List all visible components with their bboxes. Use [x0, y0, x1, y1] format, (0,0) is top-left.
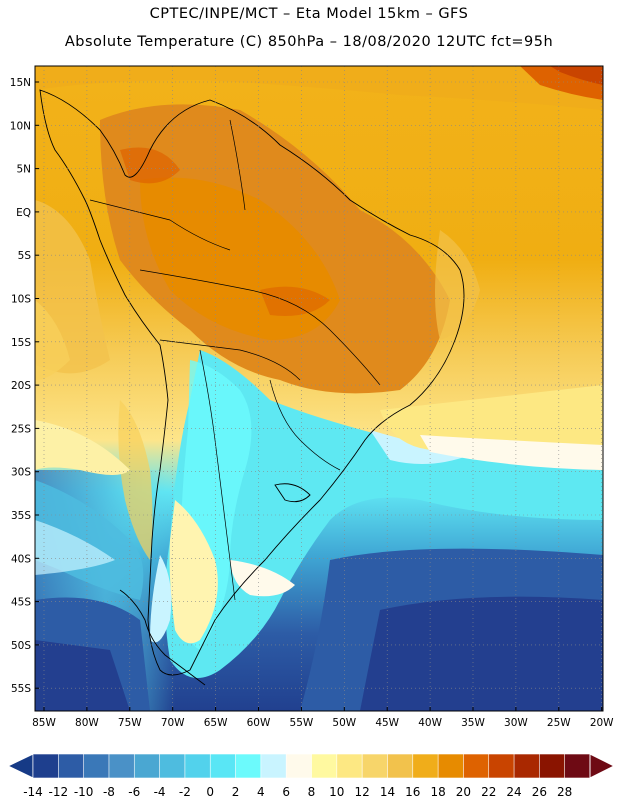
- colorbar-swatch: [58, 753, 85, 779]
- colorbar-swatch: [260, 753, 287, 779]
- lon-label: 70W: [161, 717, 185, 729]
- lat-label: 35S: [11, 510, 31, 522]
- colorbar: [6, 753, 616, 779]
- colorbar-label: 6: [282, 785, 290, 799]
- colorbar-arrow-low: [6, 753, 34, 779]
- colorbar-label: 20: [456, 785, 471, 799]
- colorbar-swatch: [133, 753, 161, 779]
- colorbar-swatch: [184, 753, 211, 779]
- lon-label: 80W: [75, 717, 99, 729]
- coastlines: [39, 89, 465, 686]
- colorbar-swatch: [488, 753, 515, 779]
- colorbar-swatch: [513, 753, 540, 779]
- colorbar-label: 0: [206, 785, 214, 799]
- colorbar-label: 24: [506, 785, 521, 799]
- longitude-labels: 85W 80W 75W 70W 65W 60W 55W 50W 45W 40W 35W 30W 25W 2…: [32, 707, 614, 729]
- colorbar-label: 22: [481, 785, 496, 799]
- lat-label: 55S: [11, 683, 31, 695]
- colorbar-label: 8: [308, 785, 316, 799]
- lon-label: 65W: [204, 717, 228, 729]
- lon-label: 85W: [32, 717, 56, 729]
- lat-label: 15N: [10, 77, 31, 89]
- colorbar-label: -10: [74, 785, 94, 799]
- colorbar-label: 4: [257, 785, 265, 799]
- colorbar-swatch: [108, 753, 135, 779]
- colorbar-arrow-high: [589, 753, 616, 779]
- lon-label: 75W: [118, 717, 142, 729]
- lat-lon-grid: [35, 66, 603, 711]
- colorbar-swatch: [209, 753, 237, 779]
- colorbar-swatch: [285, 753, 313, 779]
- lon-label: 55W: [290, 717, 314, 729]
- colorbar-label: 2: [232, 785, 240, 799]
- colorbar-swatch: [564, 753, 591, 779]
- lon-label: 45W: [375, 717, 399, 729]
- colorbar-label: -12: [49, 785, 69, 799]
- lat-label: 50S: [11, 640, 31, 652]
- colorbar-label: 28: [557, 785, 572, 799]
- colorbar-label: -4: [154, 785, 166, 799]
- colorbar-swatch: [463, 753, 490, 779]
- colorbar-label: -6: [128, 785, 140, 799]
- lat-label: EQ: [16, 207, 31, 219]
- colorbar-swatch: [235, 753, 262, 779]
- lat-label: 10N: [10, 120, 31, 132]
- colorbar-label: -8: [103, 785, 115, 799]
- country-borders: [89, 119, 381, 601]
- colorbar-swatch: [412, 753, 439, 779]
- temperature-regions: [35, 66, 603, 711]
- lat-label: 20S: [11, 380, 31, 392]
- colorbar-label: -2: [179, 785, 191, 799]
- colorbar-label: 26: [532, 785, 547, 799]
- colorbar-swatch: [539, 753, 566, 779]
- lon-label: 30W: [504, 717, 528, 729]
- chart-title: CPTEC/INPE/MCT – Eta Model 15km – GFS: [149, 6, 469, 22]
- colorbar-label: 16: [405, 785, 420, 799]
- colorbar-swatch: [83, 753, 110, 779]
- colorbar-swatch: [336, 753, 363, 779]
- lon-label: 20W: [590, 717, 614, 729]
- chart-subtitle: Absolute Temperature (C) 850hPa – 18/08/…: [64, 34, 554, 50]
- lat-label: 40S: [11, 553, 31, 565]
- colorbar-label: 12: [354, 785, 369, 799]
- lat-label: 10S: [11, 294, 31, 306]
- lat-label: 45S: [11, 597, 31, 609]
- colorbar-swatch: [32, 753, 59, 779]
- lat-label: 5N: [16, 164, 31, 176]
- lon-label: 40W: [418, 717, 442, 729]
- colorbar-swatch: [311, 753, 338, 779]
- colorbar-swatch: [437, 753, 465, 779]
- colorbar-swatch: [361, 753, 389, 779]
- colorbar-label: 10: [329, 785, 344, 799]
- lat-label: 15S: [11, 337, 31, 349]
- colorbar-label: 14: [380, 785, 395, 799]
- lat-label: 25S: [11, 423, 31, 435]
- plot-frame: [34, 65, 604, 712]
- colorbar-labels: -14 -12 -10 -8 -6 -4 -2 0 2 4 6 8 10 12 14 16 18 20 22 24 26…: [23, 785, 572, 799]
- colorbar-swatch: [159, 753, 186, 779]
- lon-label: 35W: [461, 717, 485, 729]
- lon-label: 50W: [332, 717, 356, 729]
- lat-label: 30S: [11, 467, 31, 479]
- lat-label: 5S: [18, 250, 32, 262]
- lon-label: 25W: [547, 717, 571, 729]
- colorbar-swatch: [387, 753, 414, 779]
- lon-label: 60W: [247, 717, 271, 729]
- latitude-labels: 15N 10N 5N EQ 5S 10S 15S 20S 25S 30S 35S 40S 45S 50S 5…: [10, 77, 39, 695]
- colorbar-label: 18: [430, 785, 445, 799]
- colorbar-label: -14: [23, 785, 43, 799]
